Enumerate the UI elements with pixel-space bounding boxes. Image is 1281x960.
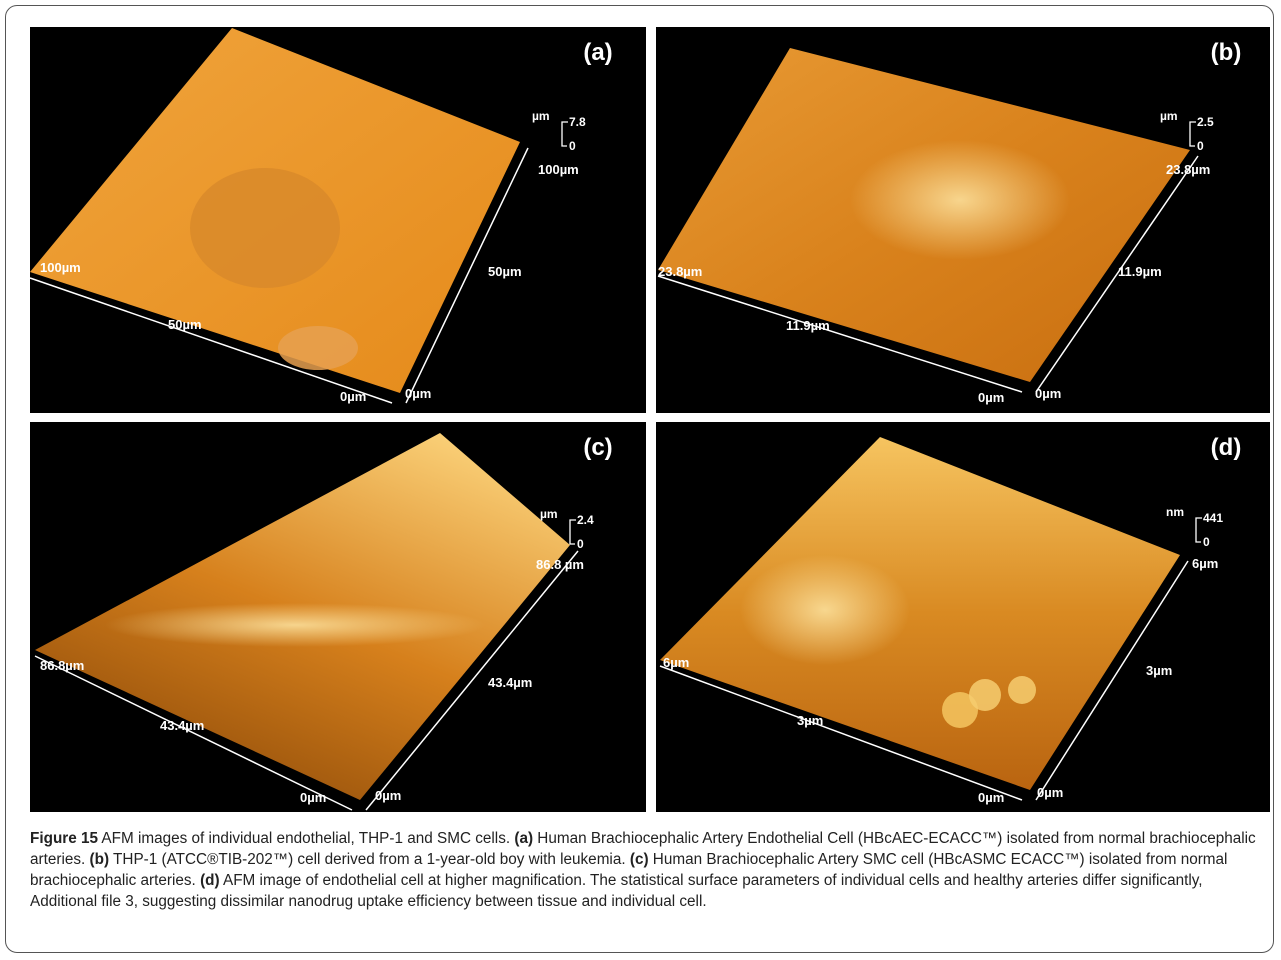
axis-label: 11.9µm [786, 318, 830, 333]
axis-label: 0µm [1037, 785, 1063, 800]
scale-max: 2.4 [577, 513, 594, 527]
axis-label: 0µm [978, 790, 1004, 805]
panel-letter: (a) [583, 39, 612, 66]
panel: (d) nm 441 0 6µm 3µm 0µm 0µm 3µm 6µm [656, 422, 1270, 812]
cell-feature [740, 555, 910, 665]
cell-feature [278, 326, 358, 370]
caption-item-text: THP-1 (ATCC®TIB-202™) cell derived from … [113, 851, 626, 868]
cell-feature [850, 140, 1070, 260]
axis-label: 100µm [40, 260, 81, 275]
caption-label: Figure 15 [30, 830, 98, 847]
scale-unit: µm [1160, 109, 1178, 123]
panel-letter: (c) [583, 434, 612, 461]
axis-label: 43.4µm [160, 718, 204, 733]
axis-label: 23.8µm [658, 264, 702, 279]
axis-label: 0µm [1035, 386, 1061, 401]
axis-label: 0µm [340, 389, 366, 404]
axis-label: 86.8 µm [536, 557, 584, 572]
axis-label: 0µm [375, 788, 401, 803]
axis-label: 0µm [300, 790, 326, 805]
scale-max: 441 [1203, 511, 1223, 525]
caption-item-label: (c) [630, 851, 649, 868]
panel-letter: (d) [1211, 434, 1242, 461]
scale-unit: µm [532, 109, 550, 123]
panel: (a) µm 7.8 0 100µm 50µm 0µm 0µm 50µm 100µm [30, 27, 646, 413]
panel: (b) µm 2.5 0 23.8µm 11.9µm 0µm 0µm 11.9µm 23.8µm [656, 27, 1270, 413]
panel-letter: (b) [1211, 39, 1242, 66]
caption: Figure 15 AFM images of individual endot… [30, 828, 1265, 912]
axis-label: 0µm [405, 386, 431, 401]
cell-feature [969, 679, 1001, 711]
axis-label: 100µm [538, 162, 579, 177]
scale-min: 0 [1197, 139, 1204, 153]
scale-unit: µm [540, 507, 558, 521]
axis-label: 86.8µm [40, 658, 84, 673]
cell-feature [1008, 676, 1036, 704]
panel: (c) µm 2.4 0 86.8µm 43.4µm 0µm 0µm 43.4µm 86.8 µm [30, 422, 646, 812]
axis-label: 6µm [663, 655, 689, 670]
caption-text: AFM images of individual endothelial, TH… [101, 830, 510, 847]
scale-max: 7.8 [569, 115, 586, 129]
scale-min: 0 [1203, 535, 1210, 549]
axis-label: 11.9µm [1118, 264, 1162, 279]
axis-label: 0µm [978, 390, 1004, 405]
cell-feature [190, 168, 340, 288]
scale-unit: nm [1166, 505, 1184, 519]
cell-feature [105, 603, 485, 647]
axis-label: 23.8µm [1166, 162, 1210, 177]
scale-min: 0 [569, 139, 576, 153]
axis-label: 6µm [1192, 556, 1218, 571]
caption-item-label: (a) [514, 830, 533, 847]
page: (a)µm7.80100µm50µm0µm0µm50µm100µm(b)µm2.… [0, 0, 1281, 960]
scale-max: 2.5 [1197, 115, 1214, 129]
axis-label: 50µm [488, 264, 522, 279]
caption-item-label: (d) [200, 872, 220, 889]
axis-label: 3µm [797, 713, 823, 728]
axis-label: 3µm [1146, 663, 1172, 678]
caption-item-label: (b) [90, 851, 110, 868]
scale-min: 0 [577, 537, 584, 551]
axis-label: 43.4µm [488, 675, 532, 690]
axis-label: 50µm [168, 317, 202, 332]
